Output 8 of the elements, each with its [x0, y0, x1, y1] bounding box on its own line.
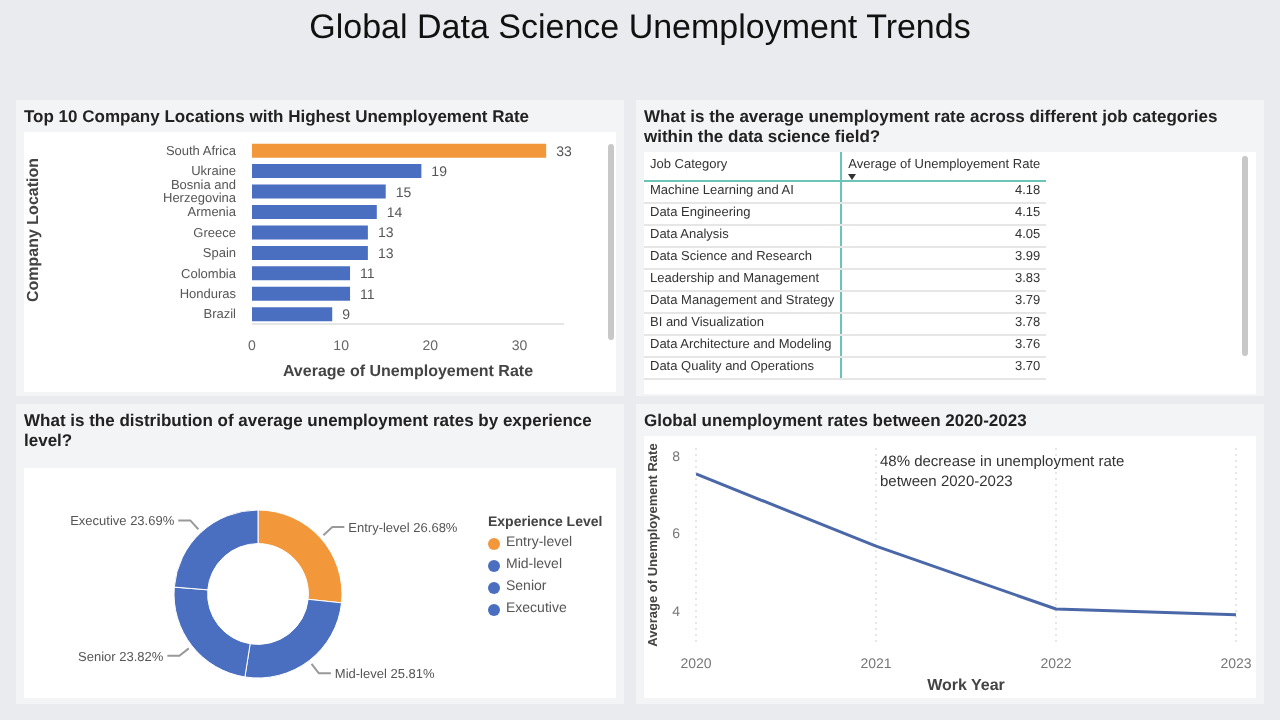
x-axis-title: Work Year — [927, 676, 1005, 694]
chart-title: Top 10 Company Locations with Highest Unemployement Rate — [24, 106, 532, 126]
chart-title: Global unemployment rates between 2020-2023 — [644, 410, 1029, 430]
text: Global Data Science Unemployment Trends — [307, 8, 973, 48]
text: What is the average unemployment rate across different job categories within the data science field? — [644, 106, 1220, 146]
chart-title: What is the distribution of average unemployment rates by experience level? — [24, 410, 594, 450]
y-axis-title: Company Location — [23, 157, 42, 302]
x-axis-title: Average of Unemployement Rate — [282, 362, 535, 380]
